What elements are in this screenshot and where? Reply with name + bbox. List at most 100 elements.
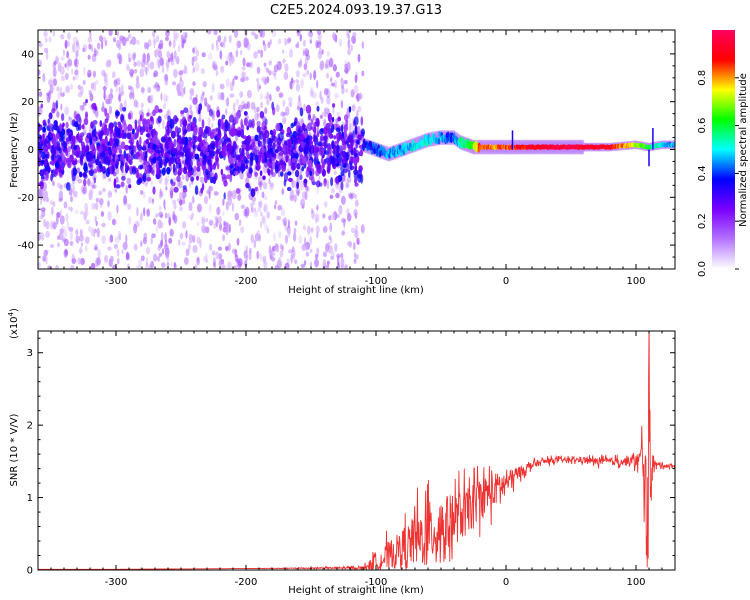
spectrogram-cell [209,95,213,101]
spectrogram-cell [309,235,313,245]
spectrogram-cell [179,153,185,158]
spectrogram-cell [322,225,328,233]
spectrogram-cell [235,98,240,106]
spectrogram-cell [41,174,45,180]
spectrogram-cell [98,190,103,196]
spectrogram-cell [282,99,286,107]
spectrogram-cell [52,221,57,230]
spectrogram-cell [236,238,240,246]
spectrogram-cell [229,93,235,98]
spectrogram-cell [239,91,244,98]
spectrogram-cell [60,150,63,156]
spectrogram-cell [216,109,221,118]
spectrogram-cell [231,190,237,200]
spectrogram-cell [344,79,348,85]
spectrogram-cell [159,145,163,154]
spectrogram-cell [207,164,212,173]
spectrogram-cell [139,68,145,78]
spectrogram-cell [89,187,94,195]
colorbar-ticks: 0.0 0.2 0.4 0.6 0.8 [697,70,739,277]
spectrogram-cell [243,117,248,127]
spectrogram-cell [49,200,54,206]
spectrogram-cell [340,100,344,109]
spectrogram-cell [62,49,65,56]
spectrogram-cell [79,105,85,111]
spectrogram-cell [88,154,94,162]
spectrogram-cell [341,230,345,236]
spectrogram-cell [196,161,201,168]
spectrogram-cell [192,148,196,157]
spectrogram-cell [211,123,214,128]
spectrogram-cell [349,122,352,128]
spectrogram-cell [168,57,171,63]
spectrogram-cell [242,57,246,67]
spectrogram-cell [289,48,293,58]
spectrogram-cell [196,49,200,57]
spectrogram-cell [62,229,68,238]
spectrogram-cell [303,178,308,184]
spectrogram-cell [108,122,114,129]
spectrogram-cell [94,243,98,251]
spectrogram-cell [178,79,184,89]
spectrogram-cell [165,186,168,191]
spectrogram-cell [114,236,120,244]
spectrogram-cell [191,135,196,145]
spectrogram-cell [279,243,283,250]
spectrogram-cell [181,221,187,229]
spectrogram-cell [192,47,195,54]
spectrogram-cell [95,220,98,227]
spectrogram-cell [185,248,190,257]
spectrogram-cell [325,243,330,253]
snr-multiplier: (x104) [7,308,20,339]
spectrogram-cell [38,262,41,268]
spectrogram-cell [121,175,126,181]
spectrogram-cell [192,97,198,105]
spectrogram-cell [345,182,350,189]
colorbar-tick-label: 0.2 [697,213,708,229]
spectrogram-cell [352,31,357,38]
spectrogram-cell [241,143,247,149]
spectrogram-cell [250,156,254,167]
spectrogram-cell [256,230,261,237]
spectrogram-cell [108,30,113,37]
spectrogram-cell [73,110,77,120]
spectrogram-cell [133,145,137,154]
spectrogram-cell [92,184,96,189]
spectrogram-cell [172,39,176,49]
spectrogram-cell [129,92,133,100]
spectrogram-cell [161,65,165,74]
spectrogram-cell [312,113,316,119]
spectrogram-cell [326,72,329,79]
spectrogram-cell [76,44,80,52]
spectrogram-cell [107,200,110,208]
spectrogram-cell [326,95,331,105]
spectrogram-cell [118,86,121,93]
spectrogram-cell [129,68,135,77]
spectrogram-cell [298,60,302,67]
spectrogram-cell [309,248,313,253]
spectrogram-cell [314,143,317,154]
spectrogram-cell [254,148,258,154]
spectrogram-cell [228,224,232,233]
spectrogram-cell [166,167,171,175]
spectrogram-cell [311,91,317,99]
spectrogram-cell [75,70,79,81]
spectrogram-cell [217,92,222,101]
spectrogram-cell [67,58,73,67]
spectrogram-cell [240,77,246,83]
spectrogram-cell [314,258,319,268]
spectrogram-cell [116,204,119,214]
spectrogram-cell [273,152,277,159]
spectrogram-cell [273,72,277,80]
spectrogram-ytick-label: -40 [18,241,34,252]
spectrogram-cell [318,47,322,55]
spectrogram-cell [67,157,72,162]
spectrogram-cell [296,30,301,37]
spectrogram-cell [262,255,267,264]
spectrogram-cell [192,68,195,74]
spectrogram-cell [249,152,254,160]
spectrogram-cell [158,43,163,50]
spectrogram-cell [347,39,351,50]
spectrogram-cell [173,202,177,210]
